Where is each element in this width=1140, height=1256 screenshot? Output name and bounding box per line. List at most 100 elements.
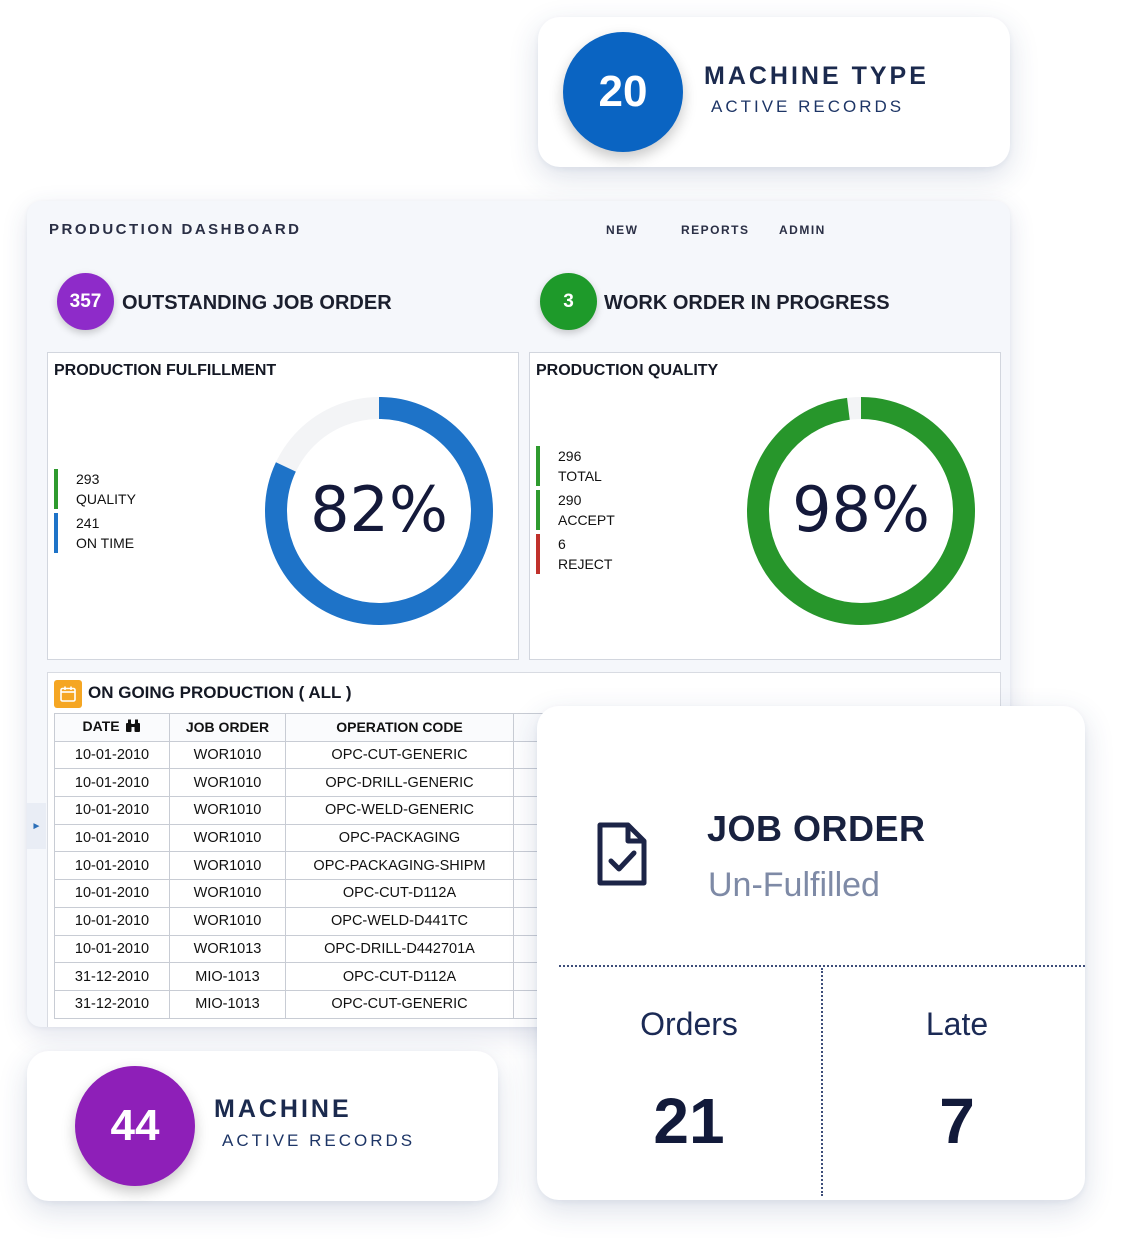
cell-job-order: MIO-1013 xyxy=(169,962,286,991)
table-row[interactable]: 10-01-2010 WOR1010 OPC-CUT-D112A xyxy=(54,879,554,908)
job-order-subtitle: Un-Fulfilled xyxy=(708,866,880,904)
cell-operation-code: OPC-DRILL-GENERIC xyxy=(285,768,514,798)
cell-job-order: WOR1010 xyxy=(169,879,286,908)
table-row[interactable]: 10-01-2010 WOR1010 OPC-PACKAGING-SHIPM xyxy=(54,851,554,881)
cell-job-order: WOR1013 xyxy=(169,934,286,964)
machine-card[interactable]: 44 MACHINE ACTIVE RECORDS xyxy=(27,1051,498,1201)
cell-operation-code: OPC-WELD-GENERIC xyxy=(285,796,514,825)
legend-value: 290 xyxy=(558,492,582,508)
nav-new[interactable]: NEW xyxy=(606,223,639,237)
binoculars-icon[interactable] xyxy=(125,719,141,736)
column-header-date[interactable]: DATE xyxy=(54,713,170,742)
fulfillment-percent: 82% xyxy=(310,473,448,546)
cell-operation-code: OPC-CUT-GENERIC xyxy=(285,989,514,1019)
cell-job-order: WOR1010 xyxy=(169,906,286,936)
cell-operation-code: OPC-WELD-D441TC xyxy=(285,906,514,936)
quality-percent: 98% xyxy=(792,473,930,546)
table-row[interactable]: 31-12-2010 MIO-1013 OPC-CUT-GENERIC xyxy=(54,989,554,1019)
cell-job-order: MIO-1013 xyxy=(169,989,286,1019)
late-label: Late xyxy=(925,1006,989,1042)
fulfillment-title: PRODUCTION FULFILLMENT xyxy=(54,362,277,379)
legend-total: 296 TOTAL xyxy=(536,446,602,486)
donut-arc-quality xyxy=(747,397,975,625)
outstanding-job-order-badge[interactable]: 357 xyxy=(57,273,114,330)
document-check-icon xyxy=(597,822,647,886)
cell-operation-code: OPC-PACKAGING-SHIPM xyxy=(285,851,514,881)
production-fulfillment-panel: PRODUCTION FULFILLMENT 293 QUALITY 241 O… xyxy=(47,352,519,660)
table-row[interactable]: 10-01-2010 WOR1010 OPC-PACKAGING xyxy=(54,823,554,853)
divider xyxy=(559,965,1085,967)
cell-date: 31-12-2010 xyxy=(54,989,170,1019)
work-order-in-progress-badge[interactable]: 3 xyxy=(540,273,597,330)
machine-type-title: MACHINE TYPE xyxy=(704,62,929,90)
cell-date: 10-01-2010 xyxy=(54,768,170,798)
table-row[interactable]: 10-01-2010 WOR1010 OPC-DRILL-GENERIC xyxy=(54,768,554,798)
machine-title: MACHINE xyxy=(214,1095,352,1123)
table-row[interactable]: 10-01-2010 WOR1010 OPC-WELD-GENERIC xyxy=(54,796,554,825)
job-order-title: JOB ORDER xyxy=(707,808,926,849)
nav-reports[interactable]: REPORTS xyxy=(681,223,750,237)
dashboard-title: PRODUCTION DASHBOARD xyxy=(49,221,302,238)
cell-operation-code: OPC-DRILL-D442701A xyxy=(285,934,514,964)
legend-reject: 6 REJECT xyxy=(536,534,612,574)
column-header-operation-code[interactable]: OPERATION CODE xyxy=(285,713,514,742)
table-row[interactable]: 31-12-2010 MIO-1013 OPC-CUT-D112A xyxy=(54,962,554,991)
fulfillment-donut-chart: 82% xyxy=(265,397,493,625)
cell-date: 31-12-2010 xyxy=(54,962,170,991)
cell-operation-code: OPC-CUT-GENERIC xyxy=(285,740,514,770)
legend-quality: 293 QUALITY xyxy=(54,469,136,509)
legend-on-time: 241 ON TIME xyxy=(54,513,134,553)
cell-date: 10-01-2010 xyxy=(54,906,170,936)
cell-date: 10-01-2010 xyxy=(54,879,170,908)
work-order-in-progress-label[interactable]: WORK ORDER IN PROGRESS xyxy=(604,292,890,314)
ongoing-production-table: DATE JOB ORDER OPERATION CODE 10-01-2010… xyxy=(54,713,554,1019)
nav-admin[interactable]: ADMIN xyxy=(779,223,826,237)
legend-label: REJECT xyxy=(558,556,613,572)
cell-operation-code: OPC-PACKAGING xyxy=(285,823,514,853)
cell-job-order: WOR1010 xyxy=(169,796,286,825)
table-header-row: DATE JOB ORDER OPERATION CODE xyxy=(54,713,554,742)
divider xyxy=(821,968,823,1196)
ongoing-production-title: ON GOING PRODUCTION ( ALL ) xyxy=(88,683,352,702)
calendar-icon xyxy=(54,680,82,708)
donut-arc-fulfillment xyxy=(265,397,493,625)
cell-operation-code: OPC-CUT-D112A xyxy=(285,879,514,908)
machine-count-badge: 44 xyxy=(75,1066,195,1186)
cell-operation-code: OPC-CUT-D112A xyxy=(285,962,514,991)
legend-label: QUALITY xyxy=(76,491,136,507)
legend-label: ON TIME xyxy=(76,535,135,551)
legend-value: 6 xyxy=(558,536,566,552)
expand-sidebar-arrow-icon[interactable]: ► xyxy=(27,803,46,849)
outstanding-job-order-label[interactable]: OUTSTANDING JOB ORDER xyxy=(122,292,392,314)
table-row[interactable]: 10-01-2010 WOR1010 OPC-WELD-D441TC xyxy=(54,906,554,936)
cell-job-order: WOR1010 xyxy=(169,823,286,853)
cell-date: 10-01-2010 xyxy=(54,851,170,881)
machine-type-subtitle: ACTIVE RECORDS xyxy=(711,97,905,116)
legend-label: ACCEPT xyxy=(558,512,615,528)
legend-accept: 290 ACCEPT xyxy=(536,490,615,530)
legend-value: 241 xyxy=(76,515,100,531)
cell-job-order: WOR1010 xyxy=(169,768,286,798)
cell-job-order: WOR1010 xyxy=(169,740,286,770)
quality-donut-chart: 98% xyxy=(747,397,975,625)
job-order-card[interactable]: JOB ORDER Un-Fulfilled Orders 21 Late 7 xyxy=(537,706,1085,1200)
machine-type-card[interactable]: 20 MACHINE TYPE ACTIVE RECORDS xyxy=(538,17,1010,167)
machine-subtitle: ACTIVE RECORDS xyxy=(222,1131,416,1150)
column-header-job-order[interactable]: JOB ORDER xyxy=(169,713,286,742)
production-quality-panel: PRODUCTION QUALITY 296 TOTAL 290 ACCEPT … xyxy=(529,352,1001,660)
legend-value: 293 xyxy=(76,471,100,487)
table-row[interactable]: 10-01-2010 WOR1010 OPC-CUT-GENERIC xyxy=(54,740,554,770)
legend-label: TOTAL xyxy=(558,468,602,484)
column-header-label: DATE xyxy=(82,718,120,735)
cell-date: 10-01-2010 xyxy=(54,740,170,770)
orders-value[interactable]: 21 xyxy=(653,1085,725,1157)
cell-date: 10-01-2010 xyxy=(54,823,170,853)
table-row[interactable]: 10-01-2010 WOR1013 OPC-DRILL-D442701A xyxy=(54,934,554,964)
cell-job-order: WOR1010 xyxy=(169,851,286,881)
late-value[interactable]: 7 xyxy=(939,1085,975,1157)
orders-label: Orders xyxy=(640,1006,738,1042)
cell-date: 10-01-2010 xyxy=(54,796,170,825)
machine-type-count-badge: 20 xyxy=(563,32,683,152)
cell-date: 10-01-2010 xyxy=(54,934,170,964)
legend-value: 296 xyxy=(558,448,582,464)
